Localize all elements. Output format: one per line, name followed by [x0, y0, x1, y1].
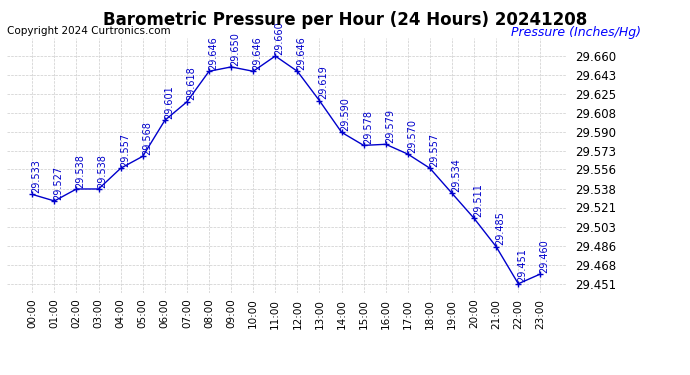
- Text: 29.557: 29.557: [429, 133, 439, 167]
- Text: 29.619: 29.619: [319, 66, 328, 99]
- Text: 29.557: 29.557: [120, 133, 130, 167]
- Text: 29.460: 29.460: [540, 239, 549, 273]
- Text: 29.527: 29.527: [54, 165, 63, 200]
- Text: Copyright 2024 Curtronics.com: Copyright 2024 Curtronics.com: [7, 26, 170, 36]
- Text: 29.590: 29.590: [341, 97, 351, 131]
- Text: 29.646: 29.646: [208, 36, 218, 70]
- Text: 29.533: 29.533: [32, 159, 41, 193]
- Text: 29.451: 29.451: [518, 249, 527, 282]
- Text: 29.538: 29.538: [76, 154, 86, 188]
- Text: 29.538: 29.538: [98, 154, 108, 188]
- Text: 29.660: 29.660: [275, 21, 284, 55]
- Text: Barometric Pressure per Hour (24 Hours) 20241208: Barometric Pressure per Hour (24 Hours) …: [103, 11, 587, 29]
- Text: 29.511: 29.511: [473, 183, 483, 217]
- Text: 29.650: 29.650: [230, 32, 240, 66]
- Text: 29.646: 29.646: [253, 36, 262, 70]
- Text: 29.579: 29.579: [385, 109, 395, 143]
- Text: Pressure (Inches/Hg): Pressure (Inches/Hg): [511, 26, 640, 39]
- Text: 29.601: 29.601: [164, 85, 174, 119]
- Text: 29.485: 29.485: [495, 211, 505, 245]
- Text: 29.570: 29.570: [407, 119, 417, 153]
- Text: 29.568: 29.568: [142, 121, 152, 155]
- Text: 29.618: 29.618: [186, 67, 196, 100]
- Text: 29.646: 29.646: [297, 36, 306, 70]
- Text: 29.578: 29.578: [363, 110, 373, 144]
- Text: 29.534: 29.534: [451, 158, 461, 192]
